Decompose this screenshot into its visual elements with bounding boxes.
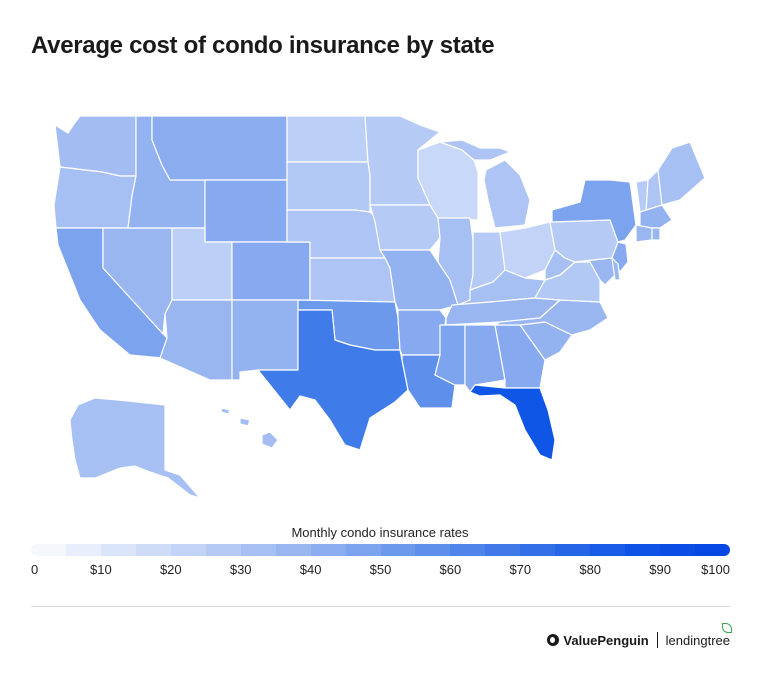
state-az[interactable] <box>159 299 233 381</box>
state-mi[interactable] <box>483 159 531 229</box>
legend-tick-label: $80 <box>579 562 602 577</box>
legend-tick-label: $10 <box>90 562 112 577</box>
legend-segment <box>135 544 171 556</box>
page-title: Average cost of condo insurance by state <box>31 32 495 59</box>
state-mt[interactable] <box>151 115 288 181</box>
legend-segment <box>170 544 206 556</box>
legend-tick-label: $30 <box>229 562 252 577</box>
us-map <box>53 115 706 499</box>
state-de[interactable] <box>611 257 621 281</box>
legend-segment <box>380 544 416 556</box>
penguin-icon <box>547 634 560 646</box>
legend-tick-label: $60 <box>439 562 462 577</box>
state-mi-up[interactable] <box>439 139 511 161</box>
leaf-icon <box>722 622 732 633</box>
legend-tick-label: 0 <box>31 562 39 577</box>
state-fl[interactable] <box>469 384 556 461</box>
state-hi[interactable] <box>261 431 279 449</box>
legend-segment <box>415 544 451 556</box>
legend-segment <box>520 544 556 556</box>
state-me[interactable] <box>657 141 706 206</box>
state-hi-2[interactable] <box>220 407 231 415</box>
legend-tick-label: $50 <box>369 562 392 577</box>
legend-segment <box>275 544 311 556</box>
legend-segment <box>695 544 730 556</box>
legend-segment <box>310 544 346 556</box>
legend-segment <box>65 544 101 556</box>
state-hi-3[interactable] <box>239 417 251 427</box>
legend-segment <box>100 544 136 556</box>
legend-ticks: 0 $10 $20 $30 $40 $50 $60 $70 $80 $90 $100 <box>31 562 730 578</box>
state-nc[interactable] <box>494 299 609 336</box>
legend-segment <box>555 544 591 556</box>
legend-tick-label: $70 <box>509 562 532 577</box>
lendingtree-wordmark: lendingtree <box>665 632 730 648</box>
state-ia[interactable] <box>369 204 441 251</box>
legend-tick-label: $40 <box>299 562 322 577</box>
legend-segment <box>345 544 381 556</box>
state-ks[interactable] <box>309 257 396 303</box>
legend-color-scale <box>31 544 730 556</box>
us-map-svg <box>53 115 706 499</box>
state-tx[interactable] <box>257 309 409 451</box>
legend-segment <box>450 544 486 556</box>
legend-tick-label: $20 <box>159 562 182 577</box>
state-nd[interactable] <box>286 115 369 163</box>
state-ar[interactable] <box>397 309 447 356</box>
legend-tick-label: $90 <box>649 562 671 577</box>
legend-title: Monthly condo insurance rates <box>291 525 469 540</box>
state-sd[interactable] <box>286 161 371 213</box>
logo-separator <box>656 632 658 648</box>
branding: ValuePenguin lendingtree <box>547 622 732 650</box>
state-wy[interactable] <box>204 179 288 243</box>
lendingtree-logo: lendingtree <box>665 622 732 648</box>
legend-segment <box>625 544 661 556</box>
state-ct[interactable] <box>635 224 653 243</box>
legend-segment <box>590 544 626 556</box>
state-or[interactable] <box>53 166 137 229</box>
legend-segment <box>205 544 241 556</box>
legend-segment <box>31 544 66 556</box>
state-wa[interactable] <box>54 115 137 177</box>
state-co[interactable] <box>231 241 311 301</box>
legend-segment <box>485 544 521 556</box>
legend-segment <box>660 544 696 556</box>
valuepenguin-logo: ValuePenguin <box>547 632 649 648</box>
legend-segment <box>240 544 276 556</box>
state-ri[interactable] <box>651 227 661 241</box>
state-ak[interactable] <box>69 397 201 499</box>
valuepenguin-wordmark: ValuePenguin <box>563 632 649 648</box>
legend-tick-label: $100 <box>701 562 730 577</box>
footer-divider <box>31 606 730 607</box>
state-ms[interactable] <box>434 324 466 386</box>
state-nm[interactable] <box>231 299 299 381</box>
